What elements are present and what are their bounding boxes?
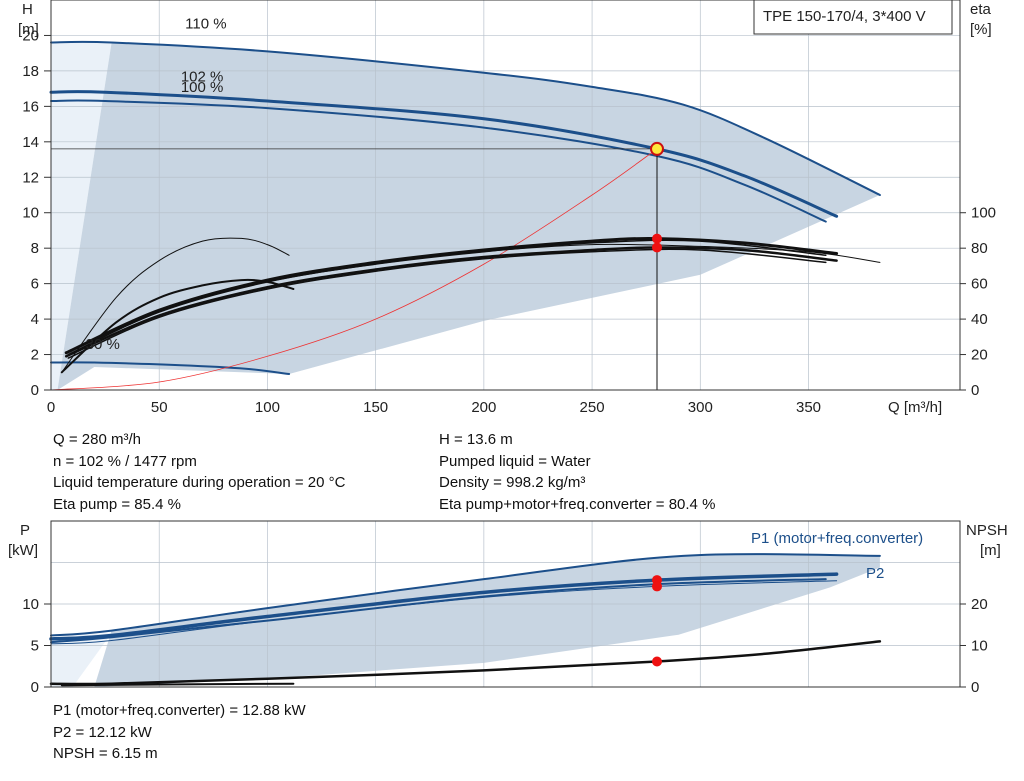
p1-series-label: P1 (motor+freq.converter) [751,530,923,547]
y2-tick-label: 0 [971,382,979,399]
curve-eta-total-102 [64,246,838,358]
eta-total-marker [652,242,662,253]
p-axis-label-line1: P [20,522,30,539]
y2-tick-label: 80 [971,240,988,257]
head-axis-ticks: 0 50 100 150 200 250 300 3500246810121416182002… [22,27,996,416]
curve-head-110 [50,40,881,196]
y-tick-label: 16 [22,98,39,115]
curve-head-100 [50,99,827,223]
operating-area [57,42,880,390]
info-left: Q = 280 m³/h n = 102 % / 1477 rpm Liquid… [53,429,345,515]
y-tick-label: 12 [22,169,39,186]
npsh-axis-label-line1: NPSH [966,522,1008,539]
info-head: H = 13.6 m [439,431,513,448]
y-tick-label: 6 [31,276,39,293]
curve-system [50,148,658,391]
curve-npsh [49,640,882,686]
head-curves: 110 % 102 %100 % 30 % [49,15,881,391]
x-tick-label: 50 [151,399,168,416]
power-low-flow-area [51,633,112,687]
chart-title: TPE 150-170/4, 3*400 V [763,8,926,25]
y2-tick-label: 40 [971,311,988,328]
curve-eta-total-100 [67,248,827,359]
curve-eta-pump-30 [61,237,290,373]
duty-point-marker [650,141,664,156]
y2-tick-label: 100 [971,205,996,222]
x-tick-label: 300 [688,399,713,416]
eta-pump-marker [652,233,662,244]
y-tick-label: 8 [31,240,39,257]
curve-p1 [50,553,881,637]
curve-head-30 [50,361,291,375]
y2-tick-label: 20 [971,347,988,364]
npsh-tick-label: 20 [971,596,988,613]
low-flow-area [51,42,112,390]
x-axis-label: Q [m³/h] [888,399,942,416]
head-plot-frame [50,0,961,391]
x-tick-label: 150 [363,399,388,416]
y-tick-label: 20 [22,27,39,44]
y-tick-label: 10 [22,205,39,222]
curve-eta-pump-102 [64,237,839,355]
y-tick-label: 0 [31,382,39,399]
info-bottom: P1 (motor+freq.converter) = 12.88 kW P2 … [53,700,306,765]
p-axis-label-line2: [kW] [8,542,38,559]
info-flow: Q = 280 m³/h [53,431,141,448]
npsh-tick-label: 10 [971,638,988,655]
power-area [94,554,880,687]
p-tick-label: 0 [31,679,39,696]
curve-label: 100 % [181,79,224,96]
npsh-marker [652,656,662,667]
info-eta-total: Eta pump+motor+freq.converter = 80.4 % [439,495,716,513]
y-axis-label-line1: H [22,1,33,18]
info-p1: P1 (motor+freq.converter) = 12.88 kW [53,702,306,719]
y-tick-label: 4 [31,311,39,328]
y-axis-label-line2: [m] [18,21,39,38]
curve-head-102 [49,90,839,218]
p2-marker [652,581,662,592]
y2-tick-label: 60 [971,276,988,293]
info-npsh: NPSH = 6.15 m [53,745,158,762]
power-range-area [51,554,880,687]
power-grid [51,521,960,687]
x-tick-label: 250 [580,399,605,416]
power-curves [49,553,882,687]
p-tick-label: 10 [22,596,39,613]
curve-label: 110 % [185,15,226,32]
y-tick-label: 14 [22,134,39,151]
info-temperature: Liquid temperature during operation = 20… [53,474,346,491]
power-axis-ticks: 0 5 10 0 10 20 [22,596,987,696]
x-tick-label: 350 [796,399,821,416]
curve-npsh-30 [60,682,295,687]
curve-p2 [50,580,838,645]
curve-p1-102 [49,572,839,641]
title-box [753,0,953,35]
curve-label: 102 % [181,69,224,86]
curve-eta-total-30 [60,278,295,374]
curve-eta-pump-100 [67,239,827,356]
npsh-tick-label: 0 [971,679,979,696]
info-liquid: Pumped liquid = Water [439,452,591,470]
info-right: H = 13.6 m Pumped liquid = Water Density… [439,429,715,515]
y2-axis-label-line2: [%] [970,21,992,38]
info-p2: P2 = 12.12 kW [53,723,152,741]
info-eta-pump: Eta pump = 85.4 % [53,495,181,513]
y-tick-label: 2 [31,347,39,364]
p-tick-label: 5 [31,638,39,655]
npsh-axis-label-line2: [m] [980,542,1001,559]
operating-range-area [51,42,880,390]
p2-series-label: P2 [866,565,884,582]
info-speed: n = 102 % / 1477 rpm [53,452,197,470]
y2-axis-label-line1: eta [970,1,992,18]
info-density: Density = 998.2 kg/m³ [439,474,586,491]
x-tick-label: 100 [255,399,280,416]
x-tick-label: 0 [47,399,55,416]
curve-label: 30 % [86,336,120,353]
y-tick-label: 18 [22,63,39,80]
x-tick-label: 200 [471,399,496,416]
